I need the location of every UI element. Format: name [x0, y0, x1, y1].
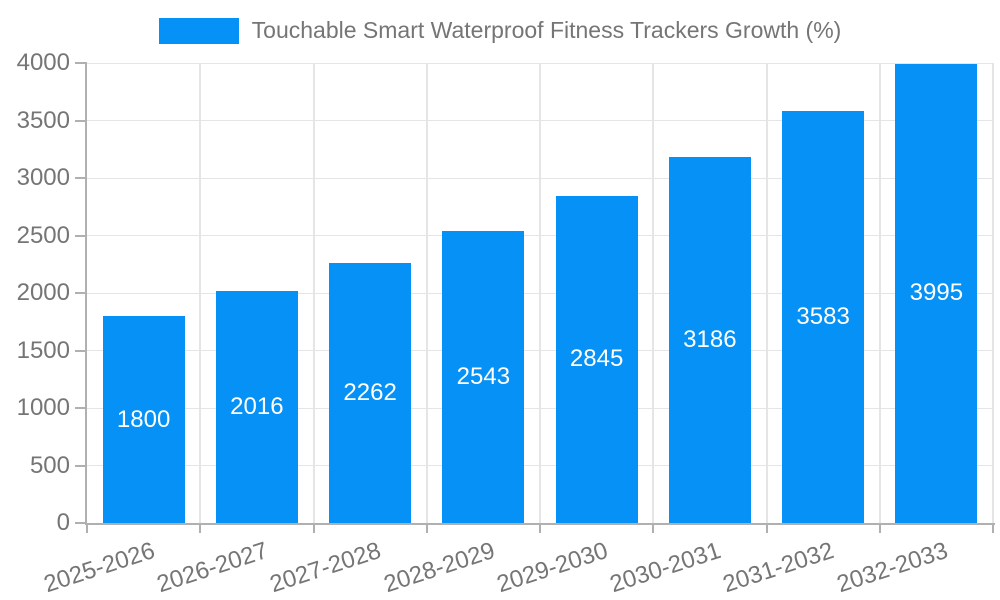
x-axis-label: 2032-2033 [833, 537, 951, 599]
y-tick [75, 407, 87, 409]
bar-value-label: 2262 [343, 378, 397, 406]
y-tick-label: 3000 [16, 164, 70, 191]
y-tick-label: 1000 [16, 394, 70, 421]
gridline-x-7 [878, 63, 881, 523]
x-axis-label: 2029-2030 [493, 537, 611, 599]
y-axis-line [85, 63, 87, 525]
chart-legend[interactable]: Touchable Smart Waterproof Fitness Track… [0, 17, 1000, 44]
y-tick-label: 2500 [16, 221, 70, 249]
bar-2032-2033: 3995 [895, 63, 978, 523]
x-axis-label: 2031-2032 [719, 537, 838, 599]
y-tick [75, 119, 87, 122]
bar-value-label: 1800 [116, 405, 171, 433]
x-tick [86, 523, 88, 533]
y-tick-label: 500 [29, 451, 70, 479]
x-axis-label: 2028-2029 [380, 537, 498, 599]
y-tick-label: 0 [56, 509, 70, 536]
x-tick [765, 523, 768, 533]
gridline-x-5 [652, 63, 655, 523]
x-tick [312, 523, 315, 533]
bar-2028-2029: 2543 [442, 230, 525, 523]
gridline-x-1 [199, 63, 202, 523]
y-tick-label: 3500 [16, 106, 70, 134]
y-tick [75, 522, 87, 524]
y-tick-label: 1500 [16, 336, 70, 364]
gridline-x-6 [765, 63, 768, 523]
x-tick [539, 523, 541, 533]
y-tick [75, 349, 87, 352]
x-tick [425, 523, 428, 533]
bar-value-label: 3583 [796, 302, 850, 330]
bar-2027-2028: 2262 [329, 262, 412, 523]
y-tick [75, 177, 87, 179]
bar-value-label: 3995 [909, 279, 964, 307]
bar-value-label: 2543 [456, 362, 511, 390]
x-axis-label: 2030-2031 [606, 537, 725, 599]
bar-value-label: 2845 [569, 345, 624, 373]
y-tick [75, 62, 87, 64]
bar-2030-2031: 3186 [668, 156, 751, 523]
y-tick [75, 234, 87, 237]
bar-2026-2027: 2016 [215, 291, 298, 523]
gridline-x-4 [539, 63, 541, 523]
x-axis-label: 2026-2027 [153, 537, 272, 599]
y-tick [75, 292, 87, 294]
bar-2029-2030: 2845 [555, 195, 638, 523]
bar-2025-2026: 1800 [102, 316, 185, 523]
gridline-x-8 [992, 63, 994, 523]
bar-value-label: 2016 [230, 393, 284, 421]
legend-swatch [158, 17, 239, 44]
y-tick [75, 464, 87, 467]
x-axis-label: 2027-2028 [266, 537, 385, 599]
x-tick [992, 523, 994, 533]
bar-value-label: 3186 [683, 325, 737, 353]
y-tick-label: 4000 [16, 49, 70, 76]
bar-2031-2032: 3583 [782, 110, 865, 523]
gridline-x-2 [312, 63, 315, 523]
plot-area: 1800 2016 2262 2543 2845 3186 3583 3995 [87, 62, 994, 523]
y-tick-label: 2000 [16, 279, 70, 306]
x-tick [199, 523, 202, 533]
legend-label: Touchable Smart Waterproof Fitness Track… [251, 17, 842, 43]
x-axis-label: 2025-2026 [40, 537, 158, 599]
gridline-x-3 [425, 63, 428, 523]
x-tick [878, 523, 881, 533]
x-tick [652, 523, 655, 533]
